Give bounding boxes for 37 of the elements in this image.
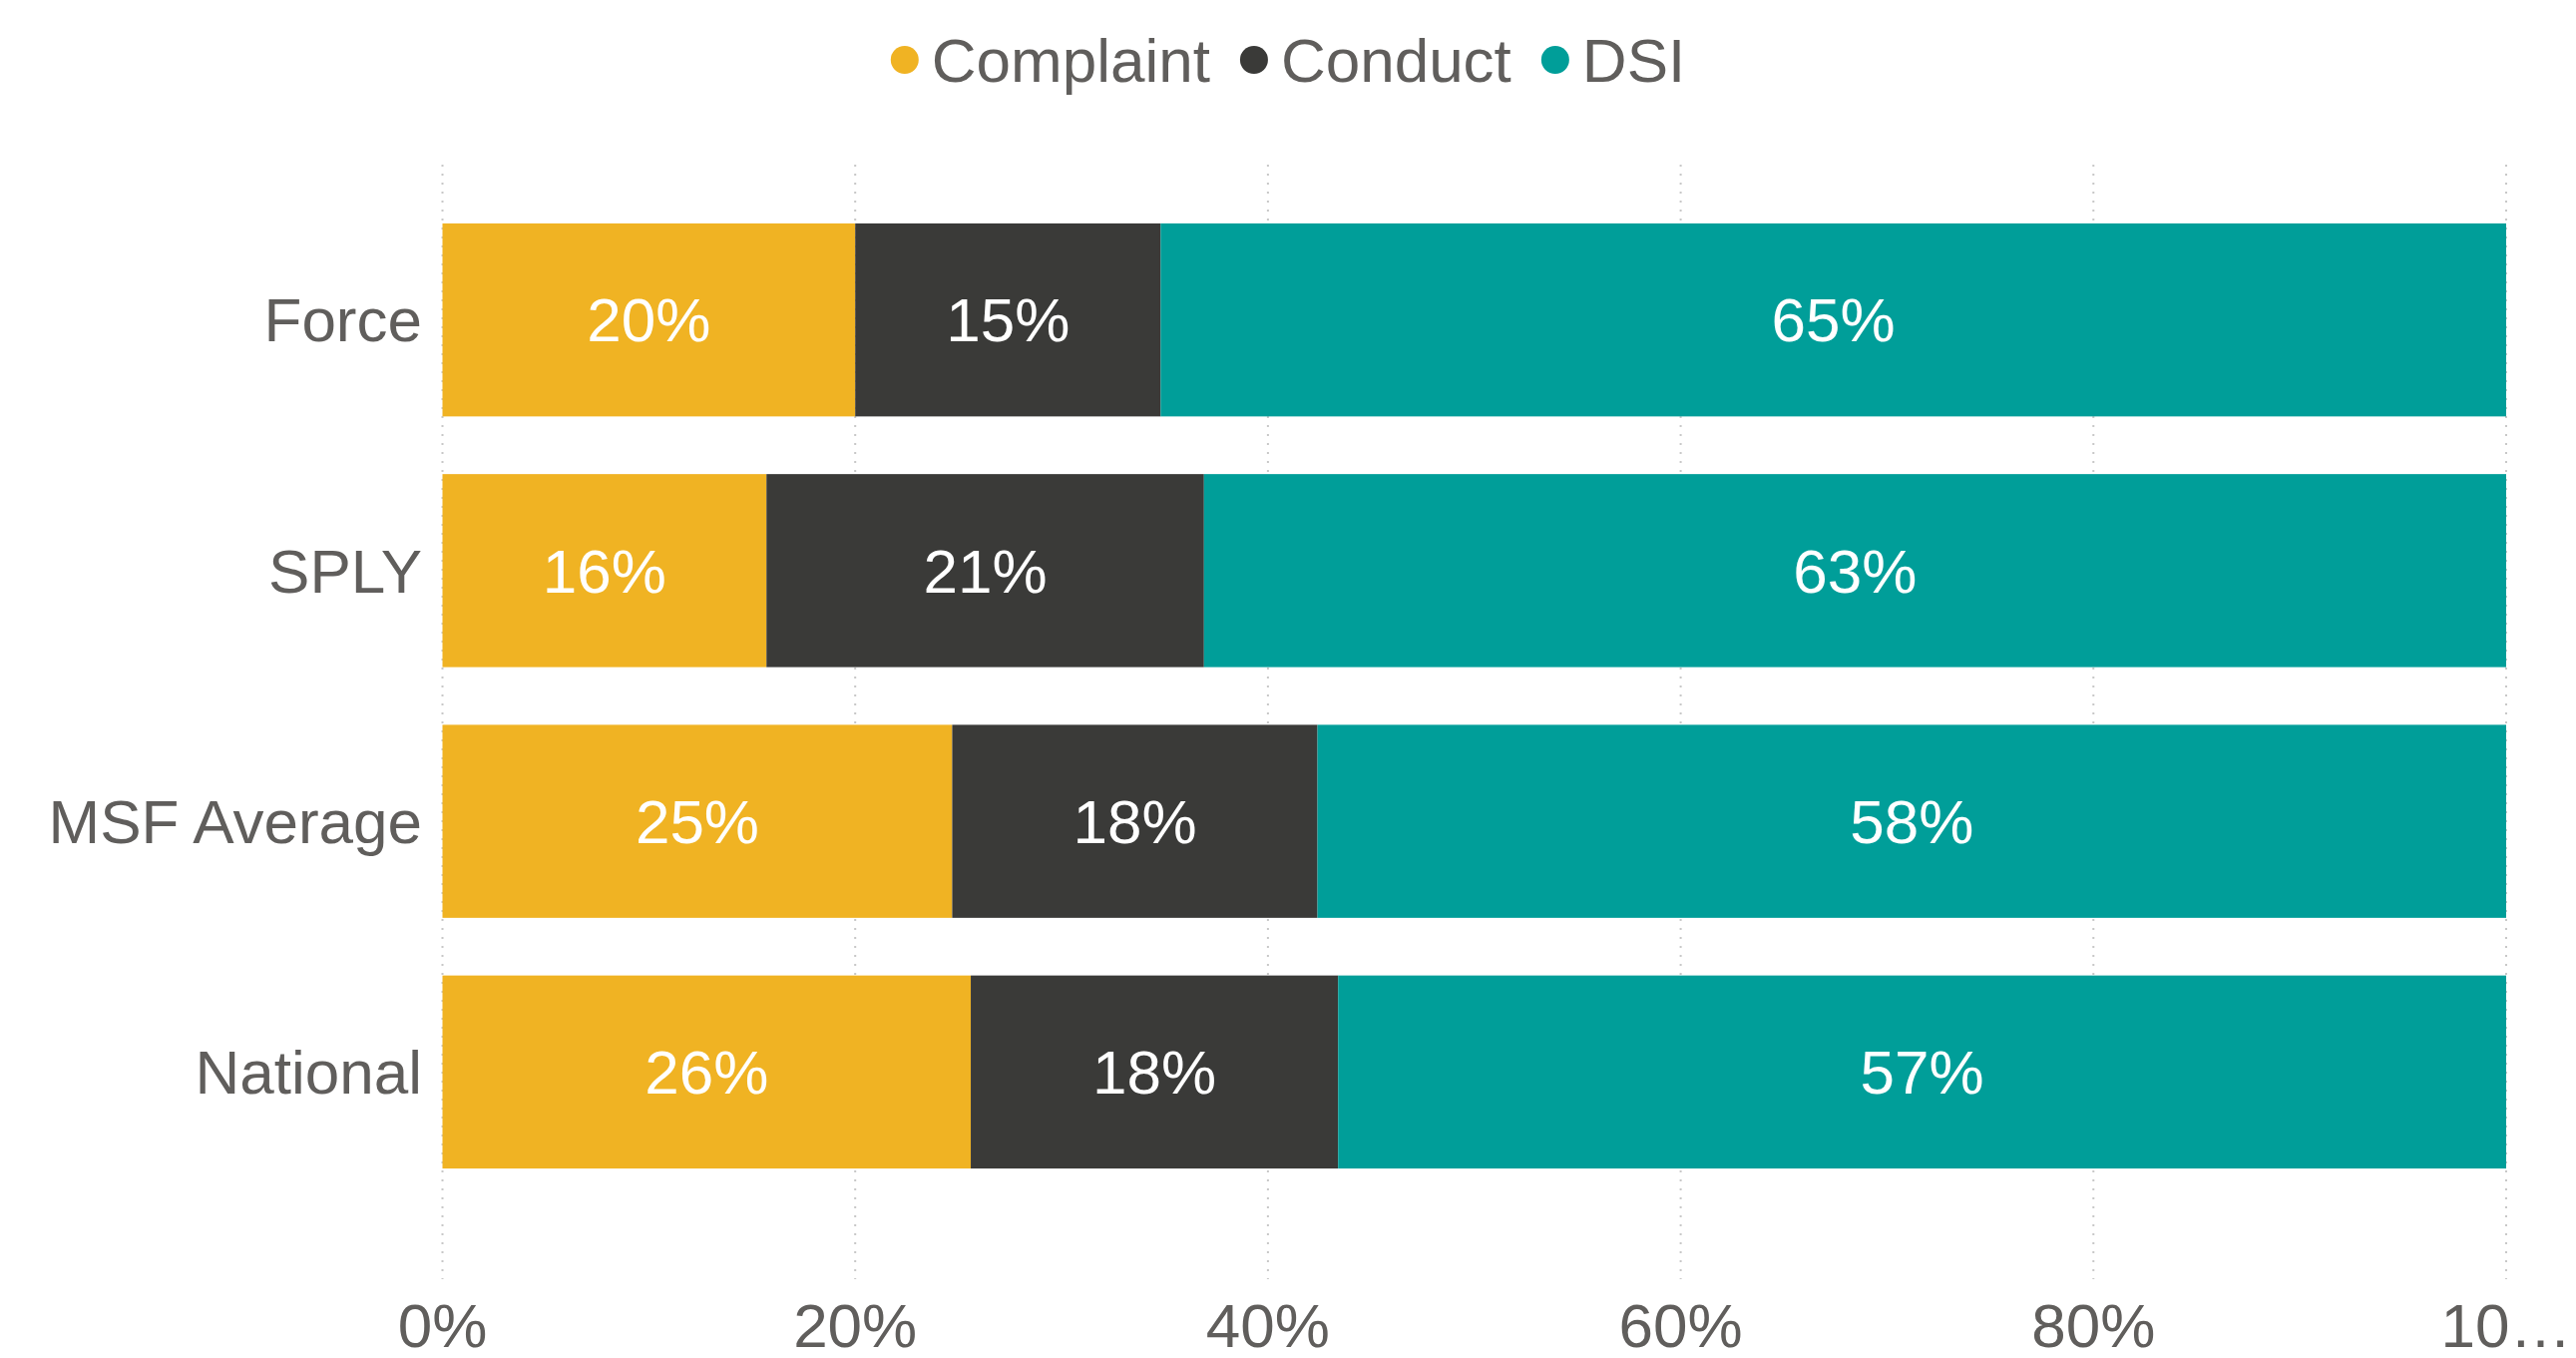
data-label: 57% (1860, 1038, 1984, 1108)
x-tick-label: 40% (1205, 1291, 1330, 1358)
bar (1160, 223, 2506, 417)
bar (952, 724, 1318, 918)
x-tick-label: 0% (397, 1291, 488, 1358)
data-label: 20% (587, 285, 711, 355)
y-tick-label: National (195, 1038, 422, 1108)
y-tick-label: Force (263, 285, 422, 355)
data-label: 58% (1850, 786, 1974, 856)
bar (766, 474, 1204, 668)
bar (971, 975, 1339, 1169)
bar (1338, 975, 2506, 1169)
y-tick-label: MSF Average (48, 786, 422, 856)
legend-label: Complaint (931, 25, 1210, 95)
x-tick-label: 80% (2031, 1291, 2156, 1358)
data-label: 16% (542, 536, 666, 606)
legend-label: DSI (1581, 25, 1686, 95)
data-label: 65% (1771, 285, 1896, 355)
x-tick-label: 10… (2440, 1291, 2572, 1358)
bar (442, 223, 856, 417)
bar (442, 975, 972, 1169)
x-tick-label: 60% (1618, 1291, 1743, 1358)
data-label: 63% (1793, 536, 1918, 606)
bar (855, 223, 1161, 417)
bar (1317, 724, 2506, 918)
bar (442, 474, 767, 668)
x-tick-label: 20% (793, 1291, 918, 1358)
data-label: 18% (1073, 786, 1197, 856)
data-label: 21% (923, 536, 1048, 606)
data-label: 26% (644, 1038, 769, 1108)
y-tick-label: SPLY (268, 536, 422, 606)
data-label: 18% (1092, 1038, 1217, 1108)
legend-label: Conduct (1280, 25, 1511, 95)
bar (442, 724, 953, 918)
data-label: 15% (946, 285, 1071, 355)
data-label: 25% (635, 786, 760, 856)
bar (1203, 474, 2506, 668)
